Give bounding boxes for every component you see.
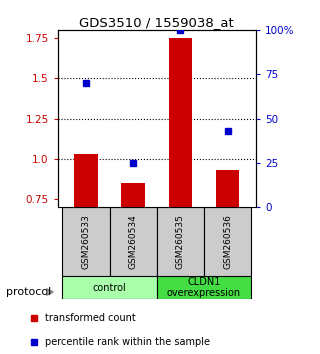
Text: percentile rank within the sample: percentile rank within the sample [45,337,211,347]
Bar [216,170,239,207]
Text: control: control [93,282,126,293]
Title: GDS3510 / 1559038_at: GDS3510 / 1559038_at [79,16,234,29]
Text: transformed count: transformed count [45,313,136,323]
Bar [121,183,145,207]
Text: GSM260535: GSM260535 [176,214,185,269]
Bar [169,38,192,207]
Text: GSM260533: GSM260533 [82,214,91,269]
Bar [109,207,157,276]
Text: GSM260534: GSM260534 [129,214,138,269]
Text: protocol: protocol [6,287,52,297]
Bar [62,207,109,276]
Text: GSM260536: GSM260536 [223,214,232,269]
Bar [62,276,157,299]
Bar [157,276,251,299]
Text: CLDN1
overexpression: CLDN1 overexpression [167,277,241,298]
Bar [157,207,204,276]
Bar [74,154,98,207]
Bar [204,207,251,276]
